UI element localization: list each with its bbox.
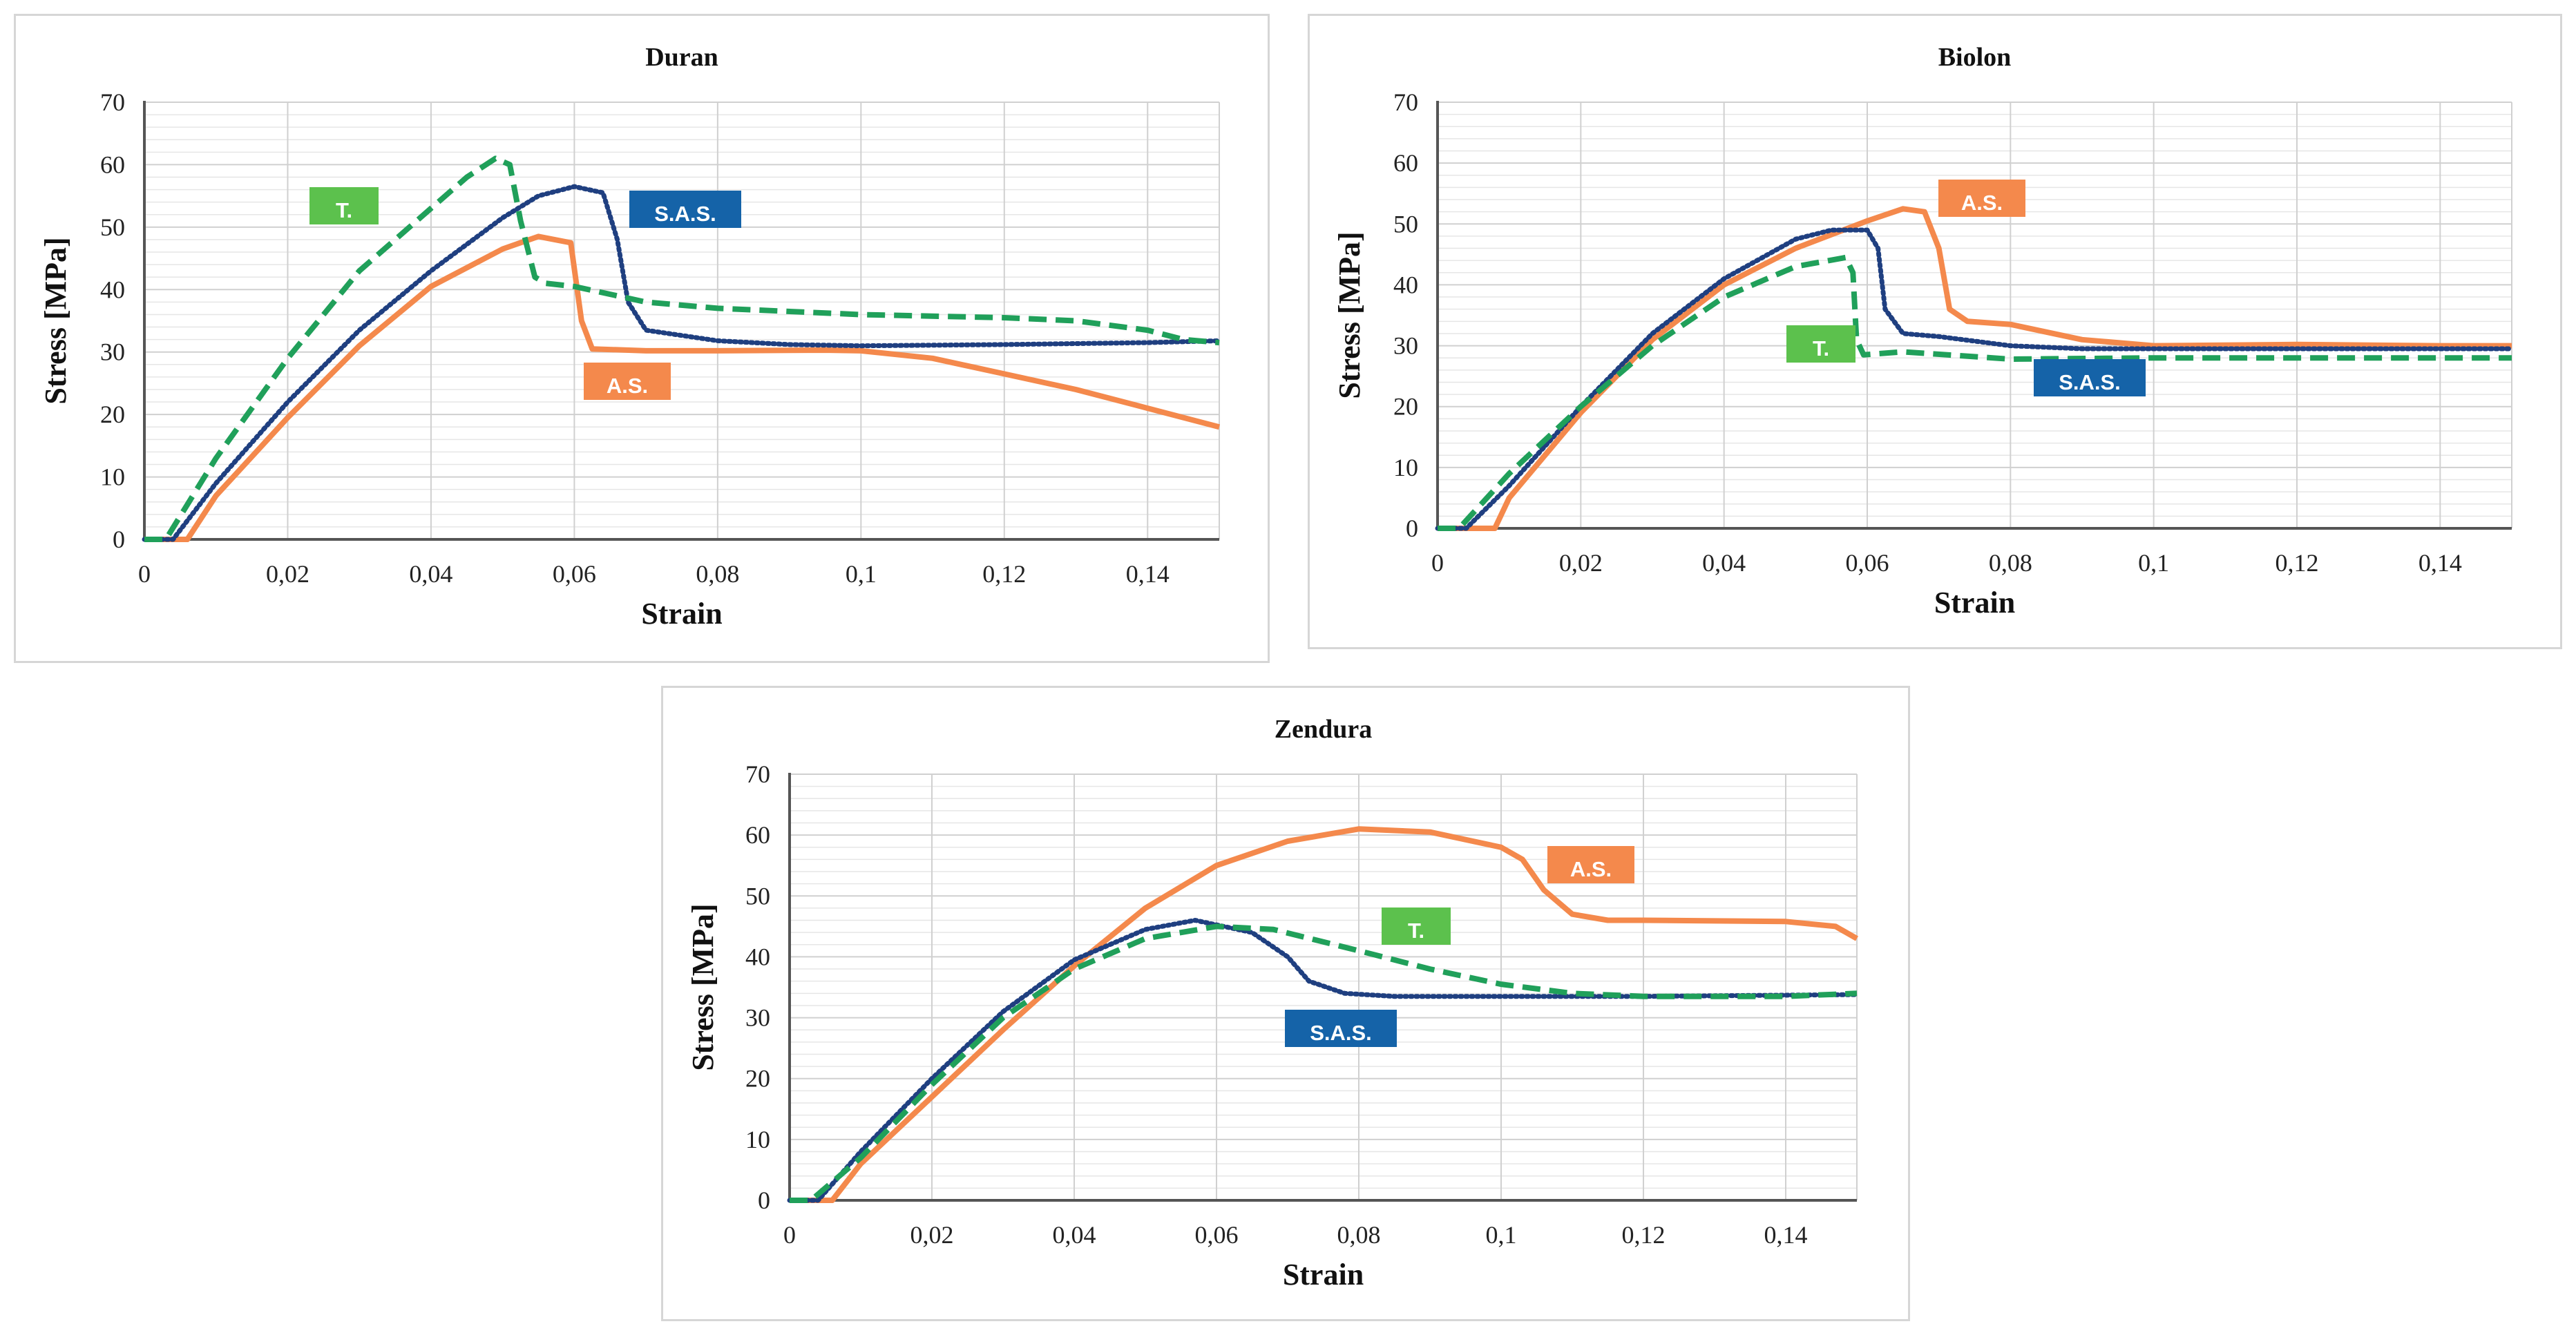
x-tick-label: 0,04 [409,560,452,588]
series-tag-box [629,191,741,228]
x-tick-label: 0,12 [982,560,1026,588]
x-tick-label: 0,1 [846,560,877,588]
x-tick-label: 0,12 [1622,1221,1666,1249]
chart-zendura: 0 10 20 30 40 50 60 70 0 0,02 0,04 0,06 0,08 0,1 0,12 0… [686,715,1860,1291]
series-tag-text: T. [336,198,352,222]
y-tick-label: 40 [100,276,125,303]
x-tick-label: 0 [783,1221,796,1249]
y-tick-label: 10 [745,1126,770,1153]
series-tag-text: A.S. [1961,191,2003,215]
y-tick-label: 20 [1393,393,1418,421]
y-tick-label: 70 [100,88,125,116]
series-tag-as: A.S. [1938,180,2025,217]
y-tick-label: 50 [745,882,770,910]
series-tag-box [1382,907,1451,945]
y-tick-label: 50 [1393,210,1418,238]
chart-panel-zendura: 0 10 20 30 40 50 60 70 0 0,02 0,04 0,06 0,08 0,1 0,12 0… [661,686,1910,1321]
x-tick-label: 0,08 [1337,1221,1381,1249]
y-tick-label: 60 [745,821,770,849]
y-axis-label: Stress [MPa] [39,237,73,404]
y-tick-label: 10 [100,463,125,491]
y-tick-label: 0 [1406,515,1418,542]
series-line-t [790,923,1858,1203]
series-tag-as: A.S. [1547,846,1634,883]
x-tick-label: 0 [1431,549,1444,577]
x-axis-label: Strain [1283,1258,1364,1291]
y-tick-label: 10 [1393,454,1418,481]
series-tag-t: T. [1786,325,1855,363]
x-tick-label: 0,14 [1764,1221,1808,1249]
series-tag-as: A.S. [584,363,671,400]
y-tick-label: 0 [758,1187,770,1214]
series-tag-box [1786,325,1855,363]
series-tag-t: T. [309,187,379,224]
series-line-as [1438,206,2512,531]
series-tag-box [309,187,379,224]
chart-title: Zendura [1275,715,1372,744]
y-tick-label: 70 [745,760,770,788]
x-tick-label: 0,04 [1702,549,1746,577]
x-tick-label: 0,06 [1195,1221,1239,1249]
series-tag-text: T. [1813,336,1829,361]
series-tag-box [1547,846,1634,883]
series-tag-sas: S.A.S. [2034,359,2146,396]
x-tick-label: 0,02 [910,1221,954,1249]
y-tick-label: 20 [745,1065,770,1093]
series-tag-text: S.A.S. [2059,370,2121,394]
series-line-sas [142,184,1222,542]
y-axis-label: Stress [MPa] [686,903,720,1070]
y-axis-label: Stress [MPa] [1333,231,1366,398]
y-tick-label: 40 [1393,271,1418,298]
x-axis-label: Strain [641,597,722,631]
x-axis-label: Strain [1934,586,2015,620]
y-tick-label: 30 [1393,332,1418,360]
x-tick-label: 0,1 [2138,549,2169,577]
series-tag-sas: S.A.S. [1285,1010,1397,1047]
series-line-sas [787,918,1860,1203]
series-line-t [1438,254,2512,531]
series-tag-text: A.S. [607,374,648,398]
series-line-as [144,233,1221,542]
x-tick-label: 0,1 [1486,1221,1517,1249]
x-tick-label: 0,14 [1126,560,1170,588]
chart-duran: 0 10 20 30 40 50 60 70 0 0,02 0,04 0,06 0,08 0,1 0,12 0… [39,43,1222,631]
x-tick-label: 0,08 [696,560,739,588]
series-tag-text: T. [1408,919,1424,943]
y-tick-label: 60 [100,151,125,178]
x-tick-label: 0,04 [1053,1221,1096,1249]
series-tag-box [1285,1010,1397,1047]
x-tick-label: 0,02 [1559,549,1603,577]
y-tick-label: 50 [100,213,125,241]
y-tick-label: 30 [745,1004,770,1032]
series-tag-box [1938,180,2025,217]
series-tag-box [2034,359,2146,396]
series-line-t [144,155,1220,542]
series-tag-sas: S.A.S. [629,191,741,228]
chart-panel-duran: 0 10 20 30 40 50 60 70 0 0,02 0,04 0,06 0,08 0,1 0,12 0… [14,14,1270,663]
x-tick-label: 0,14 [2418,549,2462,577]
y-tick-label: 60 [1393,149,1418,177]
x-tick-label: 0,06 [553,560,596,588]
series-tag-box [584,363,671,400]
x-tick-label: 0,06 [1846,549,1889,577]
series-tag-text: A.S. [1570,857,1612,881]
y-tick-label: 20 [100,401,125,428]
series-line-sas [1435,227,2515,531]
chart-title: Biolon [1938,43,2012,72]
y-tick-label: 30 [100,338,125,366]
y-tick-label: 40 [745,943,770,970]
x-tick-label: 0,08 [1989,549,2032,577]
series-line-as [790,826,1858,1203]
series-tag-text: S.A.S. [1310,1021,1372,1045]
series-tag-text: S.A.S. [654,202,716,226]
y-tick-label: 70 [1393,88,1418,116]
x-tick-label: 0 [138,560,151,588]
y-tick-label: 0 [113,526,125,553]
series-tag-t: T. [1382,907,1451,945]
chart-title: Duran [645,43,718,72]
chart-panel-biolon: 0 10 20 30 40 50 60 70 0 0,02 0,04 0,06 0,08 0,1 0,12 0… [1308,14,2562,649]
chart-biolon: 0 10 20 30 40 50 60 70 0 0,02 0,04 0,06 0,08 0,1 0,12 0… [1333,43,2515,620]
x-tick-label: 0,12 [2276,549,2319,577]
x-tick-label: 0,02 [266,560,309,588]
